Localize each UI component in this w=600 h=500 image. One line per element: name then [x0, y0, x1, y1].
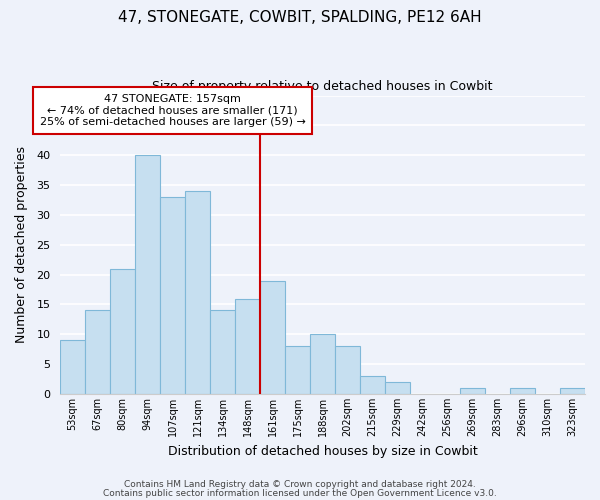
- Title: Size of property relative to detached houses in Cowbit: Size of property relative to detached ho…: [152, 80, 493, 93]
- Text: Contains HM Land Registry data © Crown copyright and database right 2024.: Contains HM Land Registry data © Crown c…: [124, 480, 476, 489]
- Bar: [385, 382, 410, 394]
- Bar: [135, 155, 160, 394]
- Bar: [460, 388, 485, 394]
- X-axis label: Distribution of detached houses by size in Cowbit: Distribution of detached houses by size …: [168, 444, 478, 458]
- Bar: [360, 376, 385, 394]
- Bar: [260, 280, 285, 394]
- Bar: [335, 346, 360, 394]
- Text: 47 STONEGATE: 157sqm
← 74% of detached houses are smaller (171)
25% of semi-deta: 47 STONEGATE: 157sqm ← 74% of detached h…: [40, 94, 305, 127]
- Bar: [160, 197, 185, 394]
- Bar: [85, 310, 110, 394]
- Bar: [60, 340, 85, 394]
- Y-axis label: Number of detached properties: Number of detached properties: [15, 146, 28, 344]
- Bar: [210, 310, 235, 394]
- Bar: [185, 191, 210, 394]
- Text: 47, STONEGATE, COWBIT, SPALDING, PE12 6AH: 47, STONEGATE, COWBIT, SPALDING, PE12 6A…: [118, 10, 482, 25]
- Bar: [110, 268, 135, 394]
- Bar: [310, 334, 335, 394]
- Bar: [510, 388, 535, 394]
- Bar: [285, 346, 310, 394]
- Text: Contains public sector information licensed under the Open Government Licence v3: Contains public sector information licen…: [103, 488, 497, 498]
- Bar: [560, 388, 585, 394]
- Bar: [235, 298, 260, 394]
